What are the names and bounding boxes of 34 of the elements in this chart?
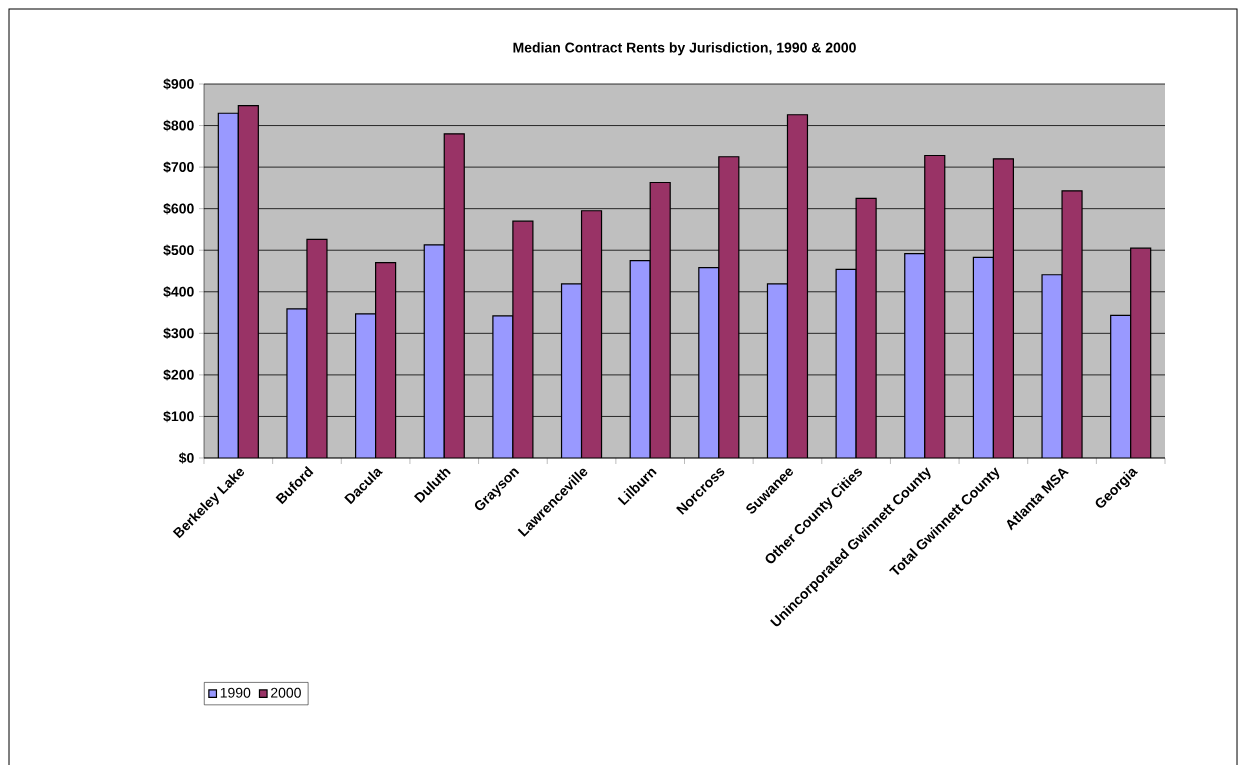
bar bbox=[1110, 314, 1132, 458]
bar bbox=[904, 252, 926, 458]
y-tick-label: $0 bbox=[178, 452, 194, 464]
y-tick-label: $800 bbox=[163, 119, 194, 132]
bar bbox=[580, 210, 603, 458]
bar bbox=[423, 244, 445, 458]
bar bbox=[629, 260, 651, 458]
y-tick-label: $700 bbox=[163, 161, 194, 173]
bar bbox=[217, 112, 239, 458]
bar bbox=[1130, 247, 1152, 458]
chart-title: Median Contract Rents by Jurisdiction, 1990 & 2000 bbox=[513, 42, 856, 56]
bar bbox=[443, 133, 465, 458]
bar bbox=[237, 105, 259, 458]
y-tick-label: $600 bbox=[163, 202, 194, 215]
bar bbox=[924, 154, 946, 458]
bar bbox=[992, 158, 1014, 458]
y-tick-label: $900 bbox=[163, 78, 194, 90]
y-tick-label: $300 bbox=[163, 327, 194, 340]
y-tick-label: $400 bbox=[163, 286, 194, 298]
bar bbox=[718, 156, 740, 458]
bar bbox=[766, 283, 789, 458]
bar bbox=[972, 256, 994, 458]
bar bbox=[649, 181, 671, 458]
bar bbox=[786, 114, 809, 458]
bar bbox=[698, 267, 720, 458]
legend-label: 1990 bbox=[220, 687, 251, 698]
y-tick-label: $200 bbox=[163, 369, 194, 381]
y-tick-label: $100 bbox=[163, 410, 194, 423]
bar bbox=[375, 262, 397, 458]
y-tick-label: $500 bbox=[163, 244, 194, 256]
bar bbox=[355, 313, 377, 458]
bar bbox=[1061, 190, 1083, 458]
legend-label: 2000 bbox=[271, 687, 301, 698]
bar bbox=[560, 283, 583, 458]
